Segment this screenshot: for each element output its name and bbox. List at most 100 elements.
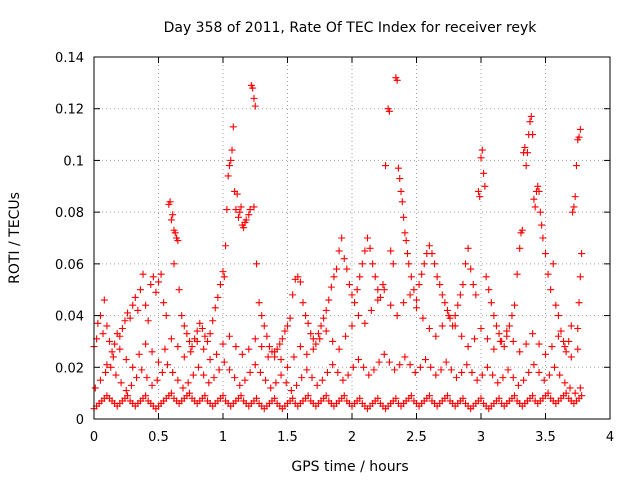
data-point: [313, 381, 321, 389]
data-point: [471, 335, 479, 343]
data-point: [302, 312, 310, 320]
data-point: [126, 314, 134, 322]
data-point: [535, 368, 543, 376]
data-point: [152, 288, 160, 296]
data-point: [483, 335, 491, 343]
data-point: [284, 322, 291, 330]
data-point: [402, 237, 410, 245]
data-point: [480, 169, 488, 177]
data-point: [459, 281, 467, 289]
x-tick-label: 4: [606, 430, 614, 445]
data-point: [298, 374, 306, 382]
data-point: [468, 368, 476, 376]
data-point: [223, 206, 231, 214]
data-point: [407, 392, 415, 400]
data-point: [201, 332, 209, 340]
data-point: [522, 340, 530, 348]
data-point: [339, 376, 347, 384]
data-point: [428, 250, 436, 258]
data-point: [529, 392, 537, 400]
data-point: [135, 350, 143, 358]
data-point: [571, 193, 579, 201]
data-point: [354, 356, 362, 364]
data-point: [174, 343, 182, 351]
data-point: [425, 392, 433, 400]
data-point: [575, 299, 583, 307]
data-point: [576, 273, 584, 281]
data-point: [184, 379, 192, 387]
data-point: [325, 296, 333, 304]
data-point: [387, 247, 395, 255]
data-point: [366, 244, 374, 252]
data-point: [170, 260, 178, 268]
data-point: [571, 389, 579, 397]
data-point: [131, 293, 139, 301]
data-point: [162, 312, 170, 320]
data-point: [531, 203, 539, 211]
data-point: [267, 384, 275, 392]
data-point: [320, 314, 328, 322]
data-point: [265, 343, 273, 351]
data-point: [477, 394, 485, 402]
data-point: [335, 247, 343, 255]
data-point: [566, 384, 574, 392]
data-point: [529, 131, 537, 139]
data-point: [432, 371, 440, 379]
data-point: [185, 337, 193, 345]
data-point: [437, 366, 445, 374]
data-point: [220, 358, 228, 366]
data-point: [363, 234, 371, 242]
data-point: [148, 348, 156, 356]
data-point: [180, 322, 188, 330]
data-point: [245, 345, 253, 353]
y-tick-label: 0.1: [63, 154, 84, 169]
data-point: [436, 281, 444, 289]
data-point: [340, 392, 348, 400]
data-point: [535, 340, 543, 348]
data-point: [238, 350, 246, 358]
data-point: [535, 187, 543, 195]
data-point: [294, 273, 302, 281]
data-point: [169, 368, 177, 376]
data-point: [554, 332, 562, 340]
data-point: [418, 270, 426, 278]
data-point: [124, 392, 132, 400]
data-point: [271, 348, 279, 356]
data-point: [237, 203, 245, 211]
data-point: [567, 322, 575, 330]
y-axis-tick-labels: 0 0.02 0.04 0.06 0.08 0.1 0.12 0.14: [55, 51, 84, 428]
data-point: [361, 319, 369, 327]
data-point: [263, 332, 271, 340]
data-point: [174, 376, 182, 384]
data-point: [251, 102, 259, 110]
data-point: [246, 206, 254, 214]
x-tick-label: 3: [477, 430, 485, 445]
data-point: [180, 353, 188, 361]
data-point: [432, 332, 440, 340]
data-point: [392, 394, 400, 402]
data-point: [138, 366, 146, 374]
data-point: [129, 301, 137, 309]
data-point: [293, 381, 301, 389]
data-point: [394, 164, 402, 172]
data-point: [309, 335, 317, 343]
data-point: [561, 343, 569, 351]
data-point: [234, 213, 242, 221]
data-point: [410, 286, 418, 294]
data-point: [464, 343, 472, 351]
data-point: [454, 301, 462, 309]
data-point: [438, 291, 446, 299]
data-point: [236, 208, 244, 216]
data-point: [406, 291, 414, 299]
data-point: [255, 299, 263, 307]
data-point: [171, 229, 179, 237]
data-point: [422, 356, 430, 364]
data-point: [459, 394, 467, 402]
data-point: [513, 270, 521, 278]
data-point: [228, 146, 236, 154]
data-point: [574, 345, 582, 353]
data-point: [505, 322, 513, 330]
data-point: [508, 312, 516, 320]
data-point: [232, 343, 240, 351]
data-point: [224, 172, 232, 180]
